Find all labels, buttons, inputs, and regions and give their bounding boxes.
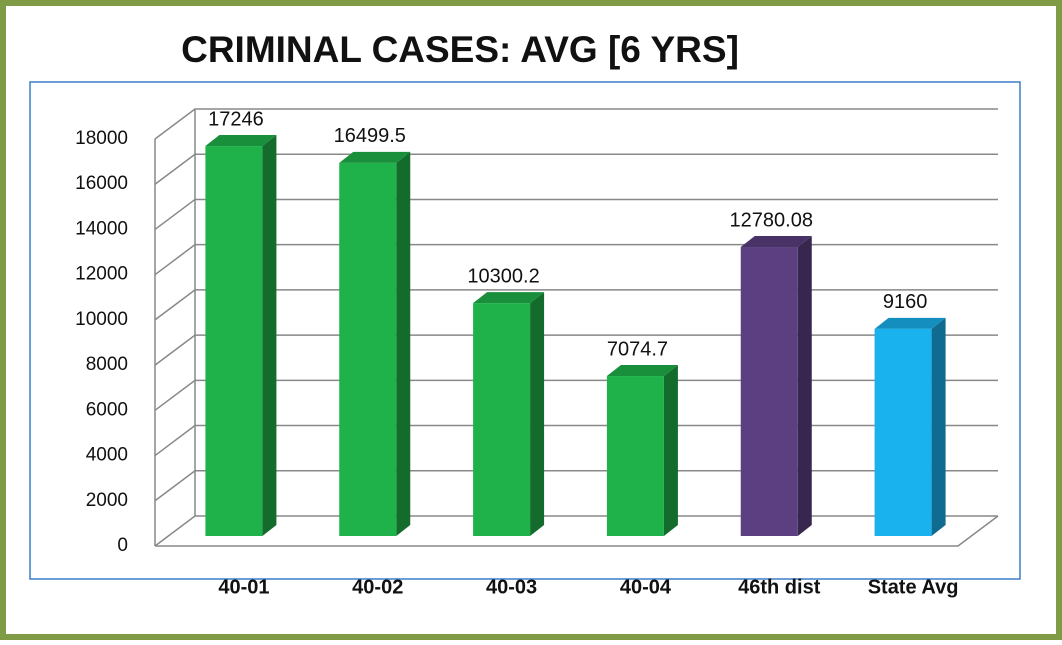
grid-line xyxy=(154,424,998,457)
x-tick-label: 40-03 xyxy=(486,576,537,598)
value-label: 17246 xyxy=(208,108,264,130)
y-tick-label: 2000 xyxy=(86,490,128,511)
y-tick-label: 14000 xyxy=(75,218,128,239)
bar xyxy=(606,365,678,536)
bar-side xyxy=(396,151,411,536)
bar-top xyxy=(874,317,946,329)
value-label: 16499.5 xyxy=(334,125,406,147)
grid-line xyxy=(154,108,998,140)
bar-top xyxy=(740,236,812,248)
y-tick-label: 0 xyxy=(117,535,128,556)
bar xyxy=(473,292,545,536)
grid-line xyxy=(154,515,998,547)
y-tick-label: 18000 xyxy=(75,128,128,149)
grid-line xyxy=(154,289,998,321)
y-tick-label: 6000 xyxy=(86,399,128,420)
bar-front xyxy=(473,303,531,536)
floor xyxy=(155,515,999,547)
bar-top xyxy=(339,151,411,163)
bar-top xyxy=(205,135,277,147)
y-tick-label: 4000 xyxy=(86,445,128,466)
grid-line xyxy=(154,243,998,276)
x-tick-label: 40-02 xyxy=(352,576,403,598)
bar-side xyxy=(530,292,545,536)
bar-side xyxy=(797,236,812,536)
value-label: 10300.2 xyxy=(467,265,539,287)
y-tick-label: 8000 xyxy=(86,354,128,375)
x-tick-label: 40-04 xyxy=(620,576,672,598)
bar-front xyxy=(339,162,397,536)
bar xyxy=(339,151,411,536)
value-label: 12780.08 xyxy=(730,209,813,231)
bar xyxy=(874,317,946,536)
x-tick-label: 40-01 xyxy=(218,576,269,598)
bar xyxy=(205,135,277,537)
bar-top xyxy=(473,292,545,304)
bar-front xyxy=(740,247,798,536)
value-label: 7074.7 xyxy=(607,338,668,360)
chart-title: CRIMINAL CASES: AVG [6 YRS] xyxy=(181,29,739,70)
bar-front xyxy=(205,146,263,537)
value-label: 9160 xyxy=(883,291,928,313)
grid-line xyxy=(154,153,998,185)
grid-line xyxy=(154,470,998,502)
bar-front xyxy=(606,376,664,536)
bar-side xyxy=(663,365,678,536)
x-tick-label: State Avg xyxy=(868,576,959,598)
y-tick-label: 12000 xyxy=(75,264,128,285)
y-tick-label: 10000 xyxy=(75,309,128,330)
grid-line xyxy=(154,334,998,366)
grid-line xyxy=(154,198,998,231)
bar-front xyxy=(874,328,932,536)
bar xyxy=(740,236,812,536)
bar-side xyxy=(262,135,277,537)
bar-side xyxy=(931,317,946,536)
x-tick-label: 46th dist xyxy=(738,576,821,598)
grid-line xyxy=(154,379,998,411)
y-tick-label: 16000 xyxy=(75,173,128,194)
bar-top xyxy=(606,365,678,377)
